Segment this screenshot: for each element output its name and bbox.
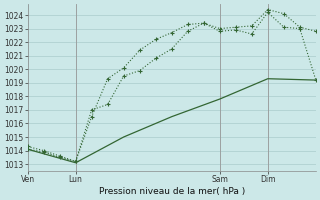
X-axis label: Pression niveau de la mer( hPa ): Pression niveau de la mer( hPa ) bbox=[99, 187, 245, 196]
